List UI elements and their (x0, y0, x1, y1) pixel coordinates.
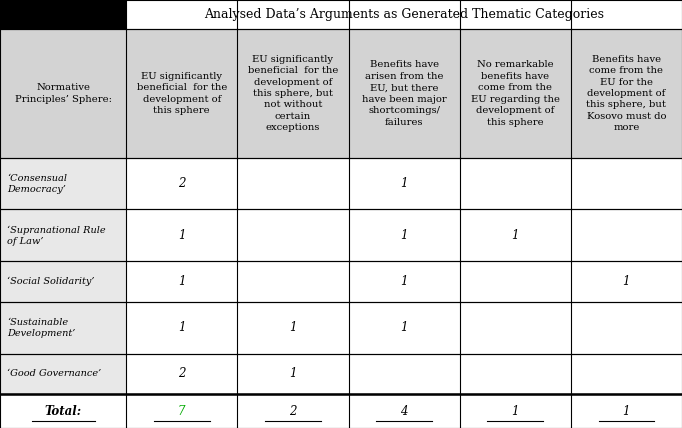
Bar (571, 302, 682, 354)
Bar (0, 29, 126, 158)
Text: Total:: Total: (44, 404, 82, 418)
Bar (349, 209, 460, 262)
Bar (460, 302, 571, 354)
Bar (571, 262, 682, 302)
Text: 1: 1 (289, 321, 297, 334)
Text: 4: 4 (400, 404, 408, 418)
Bar (0, 0, 126, 29)
Bar (571, 209, 682, 262)
Text: 1: 1 (178, 229, 186, 242)
Bar (349, 29, 460, 158)
Text: EU significantly
beneficial  for the
development of
this sphere: EU significantly beneficial for the deve… (136, 72, 227, 115)
Text: Benefits have
arisen from the
EU, but there
have been major
shortcomings/
failur: Benefits have arisen from the EU, but th… (361, 60, 447, 127)
Bar (237, 29, 349, 158)
Bar (126, 158, 237, 209)
Text: 1: 1 (512, 229, 519, 242)
Bar (0, 302, 126, 354)
Bar (237, 209, 349, 262)
Text: 1: 1 (512, 404, 519, 418)
Bar (126, 209, 237, 262)
Bar (349, 302, 460, 354)
Text: 2: 2 (178, 177, 186, 190)
Text: EU significantly
beneficial  for the
development of
this sphere, but
not without: EU significantly beneficial for the deve… (248, 55, 338, 132)
Bar (126, 29, 237, 158)
Text: No remarkable
benefits have
come from the
EU regarding the
development of
this s: No remarkable benefits have come from th… (471, 60, 560, 127)
Bar (0, 354, 126, 394)
Text: 1: 1 (623, 275, 630, 288)
Bar (237, 158, 349, 209)
Text: 1: 1 (178, 275, 186, 288)
Bar (126, 262, 237, 302)
Bar (126, 394, 237, 428)
Text: Normative
Principles’ Sphere:: Normative Principles’ Sphere: (14, 83, 112, 104)
Text: 1: 1 (178, 321, 186, 334)
Text: 1: 1 (400, 275, 408, 288)
Bar (349, 354, 460, 394)
Bar (0, 262, 126, 302)
Text: Analysed Data’s Arguments as Generated Thematic Categories: Analysed Data’s Arguments as Generated T… (204, 8, 604, 21)
Bar (237, 262, 349, 302)
Text: 1: 1 (400, 229, 408, 242)
Text: Benefits have
come from the
EU for the
development of
this sphere, but
Kosovo mu: Benefits have come from the EU for the d… (587, 55, 666, 132)
Text: 1: 1 (400, 321, 408, 334)
Bar (571, 158, 682, 209)
Text: 1: 1 (623, 404, 630, 418)
Text: ‘Supranational Rule
of Law’: ‘Supranational Rule of Law’ (7, 225, 106, 246)
Bar (0, 209, 126, 262)
Bar (460, 354, 571, 394)
Bar (237, 394, 349, 428)
Bar (571, 394, 682, 428)
Bar (349, 262, 460, 302)
Bar (0, 158, 126, 209)
Bar (571, 354, 682, 394)
Bar (460, 29, 571, 158)
Bar (126, 354, 237, 394)
Bar (237, 354, 349, 394)
Bar (237, 302, 349, 354)
Bar (460, 394, 571, 428)
Text: ‘Good Governance’: ‘Good Governance’ (7, 369, 101, 378)
Text: 7: 7 (178, 404, 186, 418)
Text: 2: 2 (178, 367, 186, 380)
Bar (126, 302, 237, 354)
Text: ‘Social Solidarity’: ‘Social Solidarity’ (7, 277, 94, 286)
Bar (349, 158, 460, 209)
Bar (460, 158, 571, 209)
Text: 1: 1 (289, 367, 297, 380)
Text: ‘Consensual
Democracy’: ‘Consensual Democracy’ (7, 173, 67, 193)
Text: 1: 1 (400, 177, 408, 190)
Bar (460, 262, 571, 302)
Text: 2: 2 (289, 404, 297, 418)
Bar (126, 0, 682, 29)
Bar (460, 209, 571, 262)
Text: ‘Sustainable
Development’: ‘Sustainable Development’ (7, 318, 75, 338)
Bar (0, 394, 126, 428)
Bar (571, 29, 682, 158)
Bar (349, 394, 460, 428)
